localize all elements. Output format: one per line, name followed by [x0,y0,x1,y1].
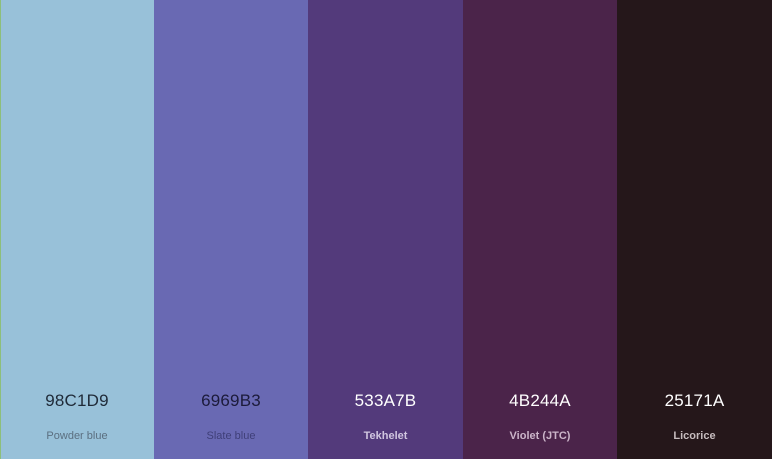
left-edge-accent [0,0,1,459]
swatch-hex-code[interactable]: 533A7B [354,391,417,410]
swatch-hex-code[interactable]: 6969B3 [201,391,261,410]
swatch-slate-blue[interactable]: 6969B3 Slate blue [154,0,308,459]
swatch-color-name: Tekhelet [363,430,408,442]
swatch-color-name: Slate blue [206,430,256,442]
swatch-violet-jtc[interactable]: 4B244A Violet (JTC) [463,0,617,459]
swatch-hex-code[interactable]: 98C1D9 [45,391,109,410]
swatch-tekhelet[interactable]: 533A7B Tekhelet [308,0,463,459]
swatch-color-name: Licorice [673,430,716,442]
swatch-hex-code[interactable]: 4B244A [509,391,571,410]
swatch-powder-blue[interactable]: 98C1D9 Powder blue [0,0,154,459]
swatch-licorice[interactable]: 25171A Licorice [617,0,772,459]
swatch-color-name: Violet (JTC) [509,430,571,442]
swatch-color-name: Powder blue [46,430,108,442]
swatch-hex-code[interactable]: 25171A [664,391,725,410]
